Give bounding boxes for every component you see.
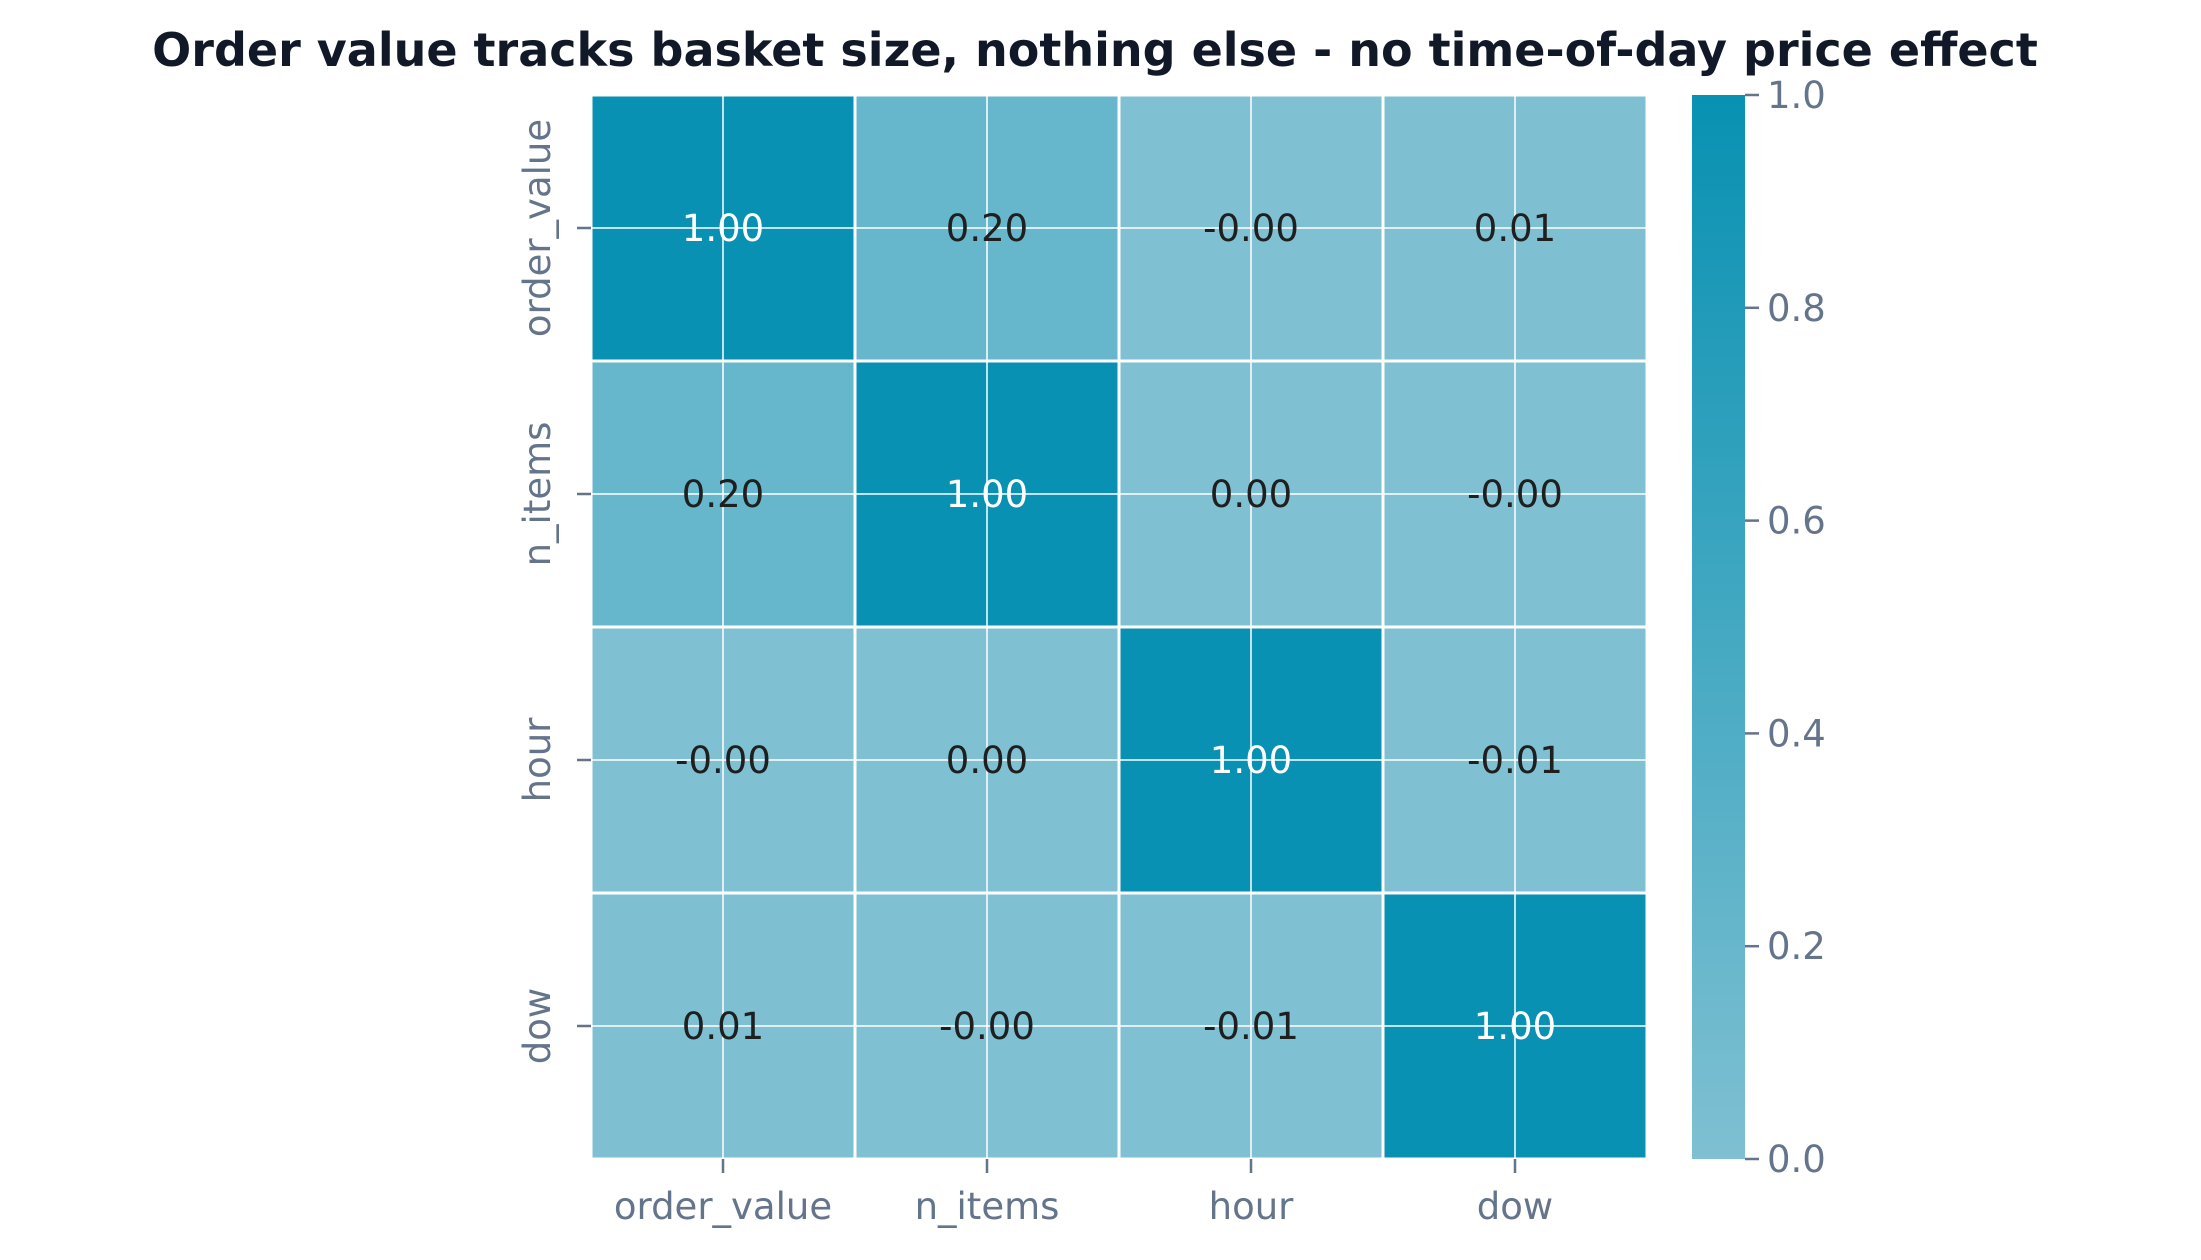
cell-label: -0.00 [939, 1005, 1035, 1048]
colorbar-tick-label: 1.0 [1767, 74, 1826, 117]
y-tick-label-hour: hour [516, 717, 559, 803]
y-tick-label-order_value: order_value [516, 119, 559, 337]
cell-label: 0.20 [682, 473, 764, 516]
colorbar-tick-label: 0.0 [1767, 1138, 1826, 1181]
cell-label: 0.01 [1474, 207, 1556, 250]
colorbar [1692, 95, 1745, 1159]
cell-label: -0.00 [1203, 207, 1299, 250]
colorbar-ticks: 0.0 0.2 0.4 0.6 0.8 1.0 [1745, 74, 1826, 1181]
cell-label: 0.01 [682, 1005, 764, 1048]
chart-title: Order value tracks basket size, nothing … [152, 23, 2038, 77]
colorbar-gradient [1692, 95, 1745, 1159]
x-tick-label-hour: hour [1209, 1185, 1295, 1228]
cell-label: 1.00 [946, 473, 1028, 516]
colorbar-tick-label: 0.4 [1767, 712, 1826, 755]
colorbar-tick-label: 0.8 [1767, 287, 1826, 330]
heatmap-grid [591, 95, 1647, 1159]
x-axis: order_value n_items hour dow [614, 1159, 1553, 1228]
cell-label: 0.00 [1210, 473, 1292, 516]
x-tick-label-n_items: n_items [915, 1185, 1060, 1228]
heatmap-cells [589, 93, 1649, 1161]
cell-label: -0.01 [1467, 739, 1563, 782]
colorbar-tick-label: 0.2 [1767, 925, 1826, 968]
x-tick-label-dow: dow [1477, 1185, 1553, 1228]
y-tick-label-n_items: n_items [516, 422, 559, 567]
cell-labels: 1.00 0.20 -0.00 0.01 0.20 1.00 0.00 -0.00 -0.00 0… [675, 207, 1563, 1048]
cell-label: 1.00 [682, 207, 764, 250]
cell-label: 0.20 [946, 207, 1028, 250]
x-tick-label-order_value: order_value [614, 1185, 832, 1228]
cell-label: 1.00 [1474, 1005, 1556, 1048]
cell-label: -0.00 [675, 739, 771, 782]
cell-label: -0.01 [1203, 1005, 1299, 1048]
cell-label: -0.00 [1467, 473, 1563, 516]
cell-label: 1.00 [1210, 739, 1292, 782]
cell-label: 0.00 [946, 739, 1028, 782]
colorbar-tick-label: 0.6 [1767, 500, 1826, 543]
y-tick-label-dow: dow [516, 988, 559, 1064]
